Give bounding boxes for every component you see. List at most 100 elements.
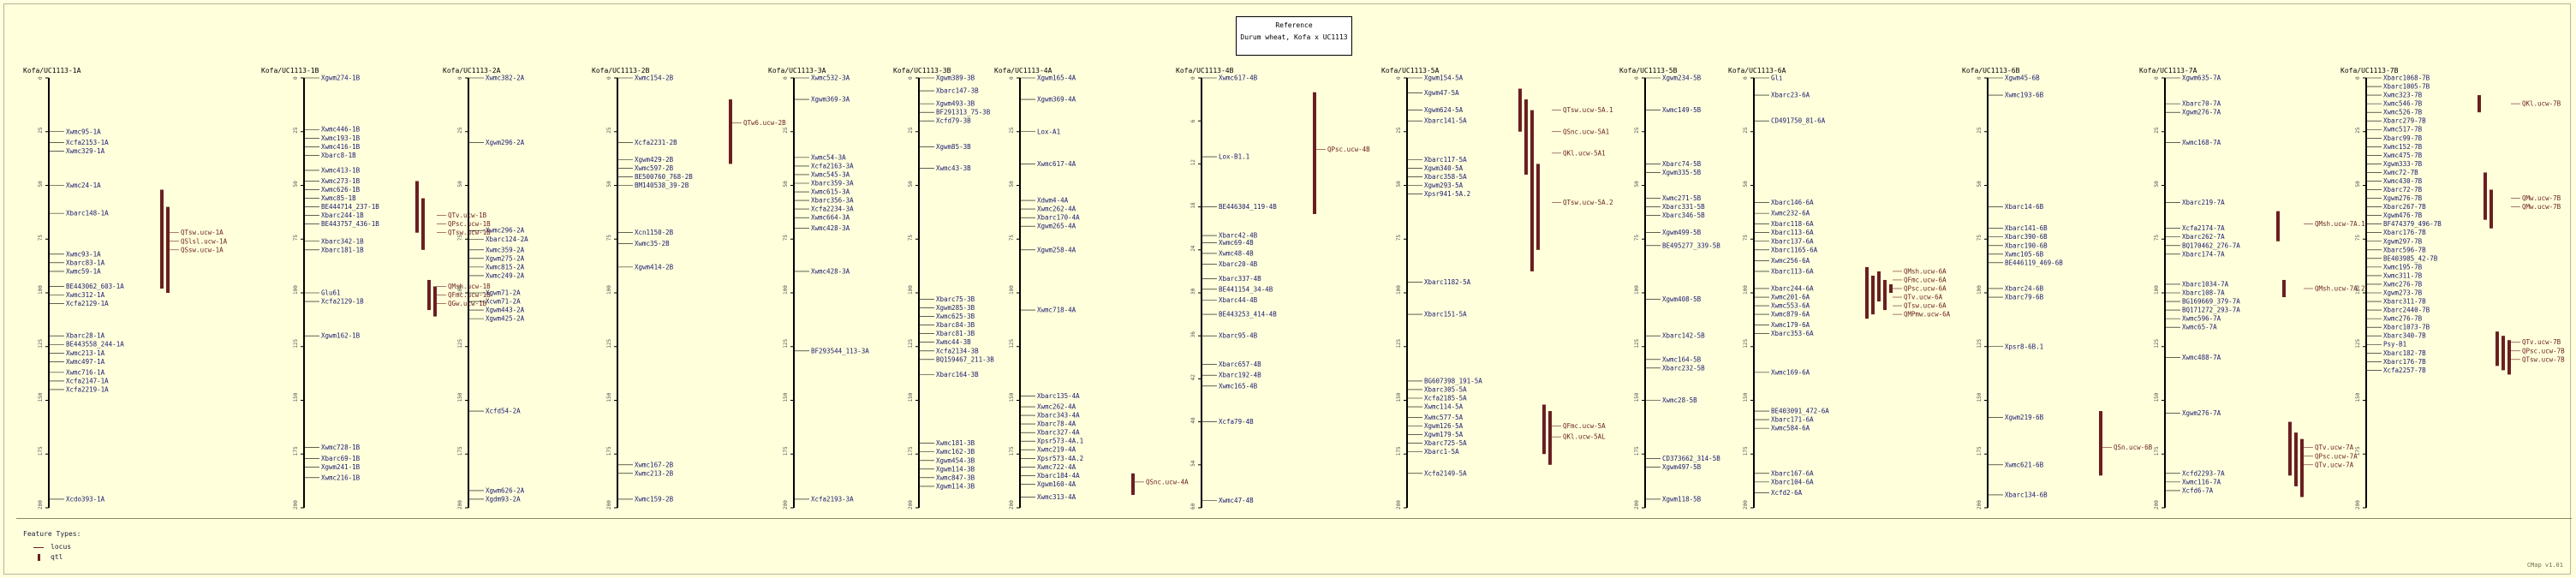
marker-label: Xbarc358-5A (1424, 173, 1467, 181)
marker-label: Xcfd79-3B (936, 117, 971, 125)
tick-label: 75 (783, 235, 789, 241)
qtl-label: QTv.ucw-1B (448, 212, 487, 219)
marker-label: Xwmc617-4B (1219, 74, 1258, 82)
qtl-bar (415, 181, 419, 233)
marker-label: Xbarc346-5B (1662, 212, 1705, 219)
marker-label: Xgwm126-5A (1424, 422, 1464, 430)
marker-label: Lox-B1.1 (1219, 153, 1249, 161)
marker-label: Xwmc625-3B (936, 313, 975, 320)
tick-label: 175 (2154, 446, 2160, 456)
locus-swatch-icon (33, 547, 44, 548)
marker-label: Xbarc1165-6A (1771, 246, 1818, 253)
marker-label: Xgwm275-2A (486, 254, 525, 262)
qtl-label: QTsw.ucw-5A.2 (1563, 199, 1613, 206)
tick-label: 200 (2355, 500, 2361, 509)
qtl-bar (421, 198, 425, 250)
marker-label: Xwmc85-1B (321, 194, 356, 202)
marker-label: Xbarc1034-7A (2182, 280, 2229, 288)
tick-label: 125 (1396, 339, 1402, 349)
marker-label: Xgwm160-4A (1037, 480, 1076, 488)
marker-label: Xbarc596-7B (2383, 246, 2426, 253)
marker-label: Xwmc815-2A (486, 263, 525, 271)
marker-label: Xgwm497-5B (1662, 463, 1702, 471)
tick-label: 100 (2154, 285, 2160, 295)
marker-label: Xbarc331-5B (1662, 203, 1705, 211)
marker-label: BE403985_42-7B (2383, 254, 2438, 262)
marker-label: Xbarc1182-5A (1424, 278, 1471, 286)
qtl-label: QSnc.ucw-5A1 (1563, 128, 1609, 135)
marker-label: Xwmc193-1B (321, 134, 361, 142)
marker-label: Xbarc69-1B (321, 455, 361, 462)
marker-label: BG169669_379-7A (2182, 298, 2240, 306)
marker-label: Xbarc104-6A (1771, 478, 1814, 486)
tick-label: 75 (1396, 235, 1402, 241)
tick-label: 60 (1190, 503, 1196, 509)
marker-label: Xwmc93-1A (66, 250, 101, 258)
marker-label: Xbarc134-6B (2005, 491, 2048, 498)
tick-label: 18 (1190, 202, 1196, 209)
marker-label: Xbarc23-6A (1771, 92, 1810, 99)
tick-label: 25 (1396, 127, 1402, 134)
marker-label: Xpsr941-5A.2 (1424, 190, 1470, 198)
marker-label: Xwmc105-6B (2005, 250, 2044, 258)
reference-box: Reference Durum wheat, Kofa x UC1113 (1236, 16, 1352, 56)
qtl-label: QTv.ucw-7A (2315, 461, 2354, 468)
tick-label: 0 (2355, 76, 2361, 80)
marker-label: BE495277_339-5B (1662, 241, 1720, 249)
tick-label: 100 (1977, 285, 1983, 295)
tick-label: 100 (908, 285, 914, 295)
marker-label: Xwmc597-2B (635, 164, 674, 172)
marker-label: Xbarc141-5A (1424, 117, 1467, 125)
tick-label: 125 (1009, 339, 1015, 349)
qtl-label: QMw.ucw-7B (2522, 194, 2561, 202)
marker-label: Xbarc74-5B (1662, 160, 1702, 168)
marker-label: Xgwm454-3B (936, 456, 975, 464)
tick-label: 25 (2154, 127, 2160, 134)
marker-label: Xbarc390-6B (2005, 233, 2048, 241)
marker-label: Xbarc244-6A (1771, 284, 1814, 292)
qtl-label: QPsc.ucw-6A (1904, 284, 1947, 292)
marker-label: Xbarc75-3B (936, 295, 975, 303)
marker-label: Xwmc488-7A (2182, 354, 2221, 361)
tick-label: 36 (1190, 331, 1196, 338)
tick-label: 125 (2355, 339, 2361, 349)
tick-label: 150 (1977, 392, 1983, 402)
map-title: Kofa/UC1113-3B (893, 67, 951, 74)
qtl-bar (1548, 411, 1552, 465)
marker-label: Xbarc135-4A (1037, 392, 1080, 400)
marker-label: Xgwm47-5A (1424, 89, 1459, 97)
marker-label: Xbarc181-1B (321, 246, 364, 253)
marker-label: Xbarc108-7A (2182, 289, 2225, 297)
map-title: Kofa/UC1113-5A (1381, 67, 1440, 74)
marker-label: Xcfa2129-1A (66, 300, 109, 307)
qtl-bar (1889, 283, 1893, 293)
marker-label: Xgwm114-3B (936, 465, 975, 473)
tick-label: 0 (908, 76, 914, 80)
marker-label: Xgwm297-7B (2383, 237, 2423, 245)
qtl-label: QMsh.ucw-7A.1 (2315, 220, 2365, 228)
marker-label: Xgwm408-5B (1662, 295, 1702, 303)
tick-label: 200 (1396, 500, 1402, 509)
qtl-label: QPsc.ucw-7A (2315, 452, 2358, 460)
tick-label: 100 (293, 285, 299, 295)
marker-label: BE441154_34-4B (1219, 285, 1273, 293)
tick-label: 0 (1634, 76, 1640, 80)
marker-label: Xbarc72-7B (2383, 186, 2423, 194)
tick-label: 0 (1396, 76, 1402, 80)
marker-label: Xgwm71-2A (486, 289, 521, 297)
marker-label: Xgwm429-2B (635, 156, 674, 164)
tick-label: 75 (908, 235, 914, 241)
marker-label: BE443253_414-4B (1219, 311, 1277, 319)
qtl-bar (1530, 110, 1534, 271)
marker-label: Xgwm85-3B (936, 143, 971, 151)
tick-label: 25 (908, 127, 914, 134)
marker-label: Xbarc117-5A (1424, 156, 1467, 164)
marker-label: Xbarc657-4B (1219, 361, 1261, 368)
marker-label: Xbarc267-7B (2383, 203, 2426, 211)
marker-label: Xbarc176-7B (2383, 358, 2426, 366)
marker-label: Xgwm493-3B (936, 100, 975, 108)
marker-label: Xbarc142-5B (1662, 332, 1705, 340)
tick-label: 150 (1396, 392, 1402, 402)
tick-label: 100 (783, 285, 789, 295)
tick-label: 25 (1009, 127, 1015, 134)
